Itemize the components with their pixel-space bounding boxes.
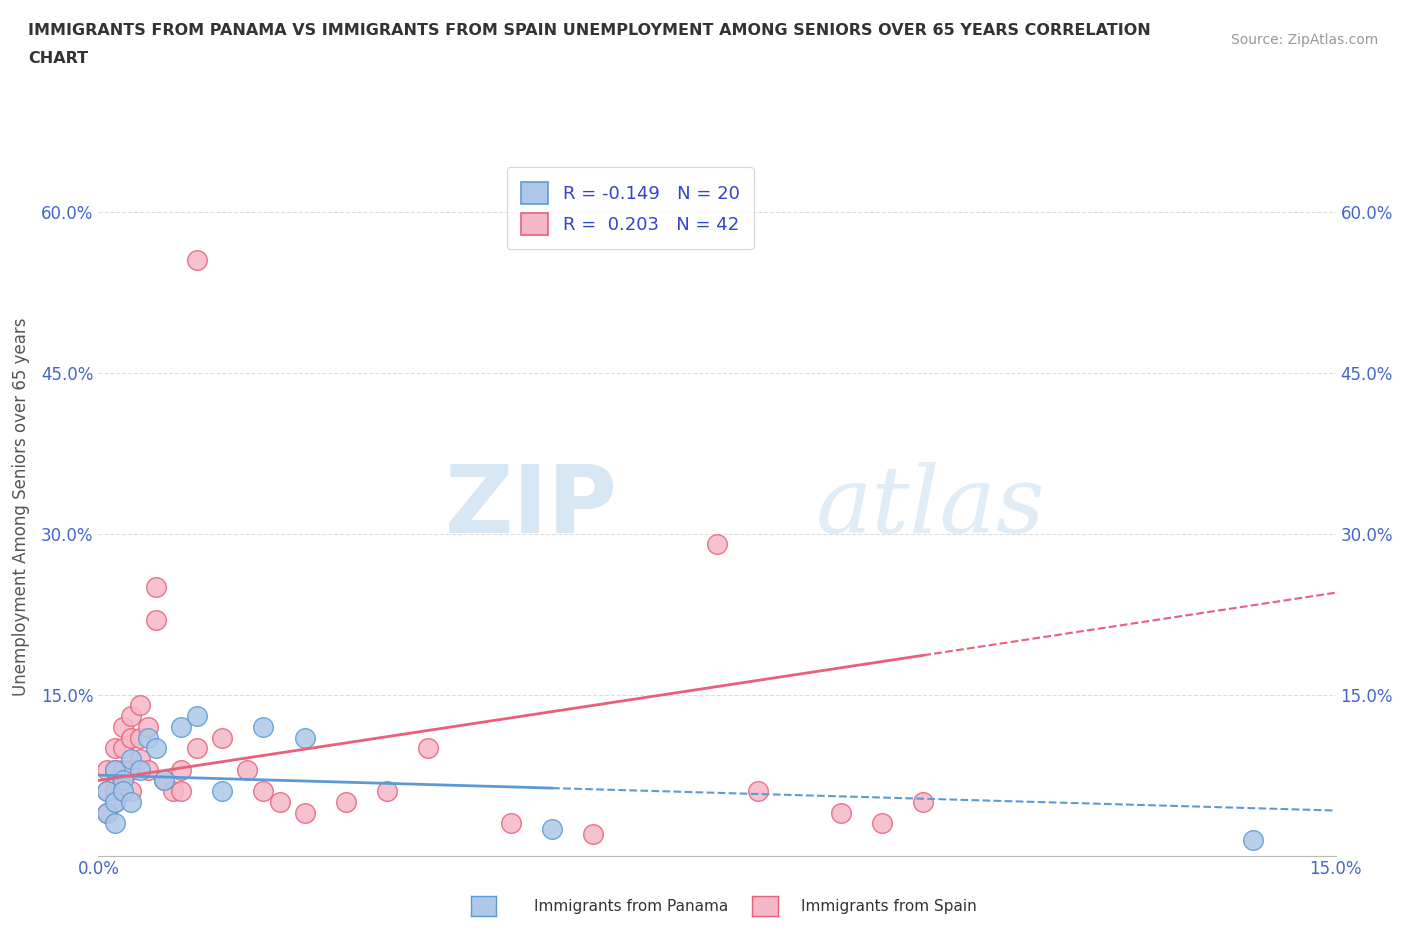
Point — [104, 794, 127, 809]
Point — [104, 763, 127, 777]
Y-axis label: Unemployment Among Seniors over 65 years: Unemployment Among Seniors over 65 years — [11, 318, 30, 696]
Point — [104, 763, 127, 777]
Point — [153, 773, 176, 788]
Point — [128, 751, 150, 766]
Point — [104, 794, 127, 809]
Point — [294, 730, 316, 745]
Point — [96, 763, 118, 777]
Text: atlas: atlas — [815, 462, 1046, 551]
Point — [170, 763, 193, 777]
Point — [128, 698, 150, 712]
Point — [211, 784, 233, 799]
Point — [128, 763, 150, 777]
Point — [252, 720, 274, 735]
Point — [236, 763, 259, 777]
Point — [120, 709, 142, 724]
Point — [252, 784, 274, 799]
Point — [128, 730, 150, 745]
Point — [120, 763, 142, 777]
Point — [96, 805, 118, 820]
Point — [335, 794, 357, 809]
Point — [120, 730, 142, 745]
Point — [112, 773, 135, 788]
Text: Immigrants from Panama: Immigrants from Panama — [534, 899, 728, 914]
Point — [104, 741, 127, 756]
Point — [418, 741, 440, 756]
Point — [747, 784, 769, 799]
Point — [112, 720, 135, 735]
Text: Source: ZipAtlas.com: Source: ZipAtlas.com — [1230, 33, 1378, 46]
Point — [136, 730, 159, 745]
Point — [136, 763, 159, 777]
Point — [211, 730, 233, 745]
Point — [706, 537, 728, 551]
Point — [145, 741, 167, 756]
Point — [170, 784, 193, 799]
Text: IMMIGRANTS FROM PANAMA VS IMMIGRANTS FROM SPAIN UNEMPLOYMENT AMONG SENIORS OVER : IMMIGRANTS FROM PANAMA VS IMMIGRANTS FRO… — [28, 23, 1152, 38]
Text: Immigrants from Spain: Immigrants from Spain — [801, 899, 977, 914]
Point — [375, 784, 398, 799]
Text: CHART: CHART — [28, 51, 89, 66]
Point — [96, 805, 118, 820]
Point — [870, 816, 893, 830]
Point — [499, 816, 522, 830]
Point — [145, 612, 167, 627]
Point — [830, 805, 852, 820]
Point — [120, 794, 142, 809]
Point — [269, 794, 291, 809]
Point — [145, 580, 167, 595]
Point — [186, 709, 208, 724]
Point — [541, 821, 564, 836]
Point — [96, 784, 118, 799]
Point — [112, 763, 135, 777]
Point — [104, 784, 127, 799]
Point — [294, 805, 316, 820]
Point — [186, 741, 208, 756]
Point — [120, 751, 142, 766]
Point — [112, 784, 135, 799]
Point — [112, 784, 135, 799]
Point — [912, 794, 935, 809]
Legend: R = -0.149   N = 20, R =  0.203   N = 42: R = -0.149 N = 20, R = 0.203 N = 42 — [506, 167, 754, 249]
Point — [112, 741, 135, 756]
Point — [1241, 832, 1264, 847]
Point — [186, 253, 208, 268]
Point — [582, 827, 605, 842]
Point — [120, 784, 142, 799]
Point — [153, 773, 176, 788]
Text: ZIP: ZIP — [446, 461, 619, 552]
Point — [170, 720, 193, 735]
Point — [136, 720, 159, 735]
Point — [162, 784, 184, 799]
Point — [96, 784, 118, 799]
Point — [104, 816, 127, 830]
